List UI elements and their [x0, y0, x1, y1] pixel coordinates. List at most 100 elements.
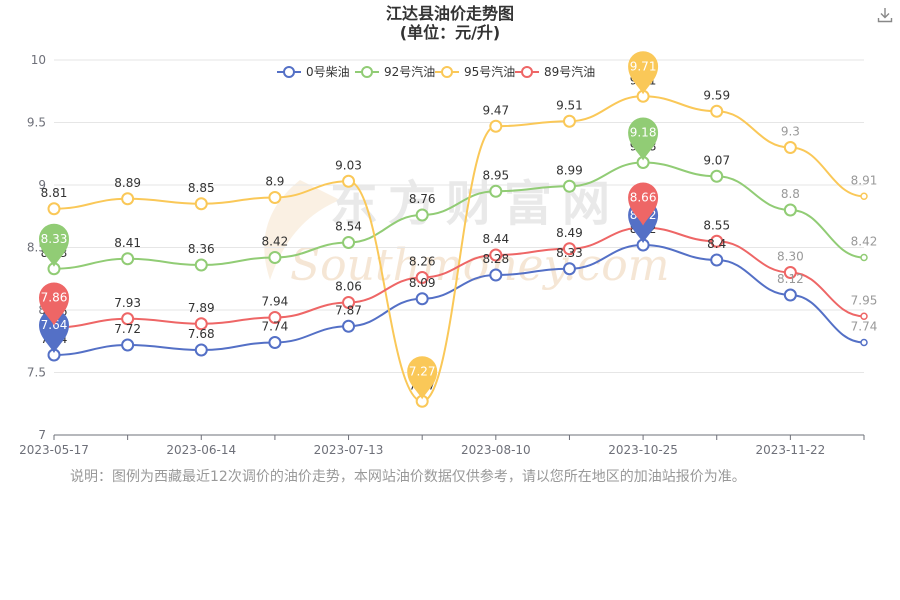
data-label: 8.36	[188, 242, 215, 256]
data-point	[342, 296, 356, 309]
data-point	[489, 184, 503, 198]
legend-label: 0号柴油	[306, 65, 350, 79]
data-label: 7.74	[262, 320, 289, 334]
min-marker-label: 8.33	[41, 232, 68, 246]
data-point	[342, 174, 356, 188]
data-label: 8.76	[409, 192, 436, 206]
data-label: 7.87	[335, 303, 362, 317]
data-point	[783, 141, 797, 154]
data-point	[710, 169, 724, 183]
data-label: 7.93	[114, 296, 141, 310]
data-label: 8.33	[556, 246, 583, 260]
x-tick-label: 2023-10-25	[608, 443, 678, 457]
data-label: 8.09	[409, 276, 436, 290]
max-marker-label: 8.66	[630, 191, 657, 205]
data-point	[710, 104, 724, 118]
data-point	[783, 288, 797, 302]
data-label: 8.8	[781, 187, 800, 201]
data-point	[783, 266, 797, 279]
data-point	[562, 262, 576, 276]
data-point	[121, 338, 135, 352]
data-point	[342, 236, 356, 249]
y-tick-label: 7	[38, 428, 46, 442]
x-tick-label: 2023-07-13	[314, 443, 384, 457]
legend-item-2[interactable]: 95号汽油	[435, 64, 515, 79]
legend-item-0[interactable]: 0号柴油	[277, 65, 350, 79]
data-label: 8.42	[262, 235, 289, 249]
legend-item-1[interactable]: 92号汽油	[355, 64, 435, 79]
data-label: 7.94	[262, 295, 289, 309]
data-label: 9.59	[703, 88, 730, 102]
data-point	[860, 338, 868, 347]
min-marker: 7.27	[407, 356, 438, 400]
data-point	[860, 253, 868, 262]
max-marker: 9.18	[628, 117, 659, 161]
data-label: 8.91	[851, 173, 878, 187]
data-label: 8.26	[409, 255, 436, 269]
data-point	[415, 271, 429, 284]
footnote: 说明：图例为西藏最近12次调价的油价走势，本网站油价数据仅供参考，请以您所在地区…	[70, 469, 746, 485]
data-point	[121, 192, 135, 206]
data-point	[710, 234, 724, 248]
data-point	[342, 319, 356, 333]
data-point	[121, 252, 135, 266]
data-point	[268, 336, 282, 349]
data-point	[268, 311, 282, 324]
x-tick-label: 2023-11-22	[755, 443, 825, 457]
data-point	[489, 268, 503, 282]
data-label: 8.12	[777, 272, 804, 286]
data-label: 8.49	[556, 226, 583, 240]
min-marker: 8.33	[39, 223, 69, 267]
data-point	[268, 191, 282, 204]
legend-label: 95号汽油	[464, 64, 515, 79]
series-layer	[47, 89, 868, 408]
y-tick-label: 7.5	[27, 366, 46, 380]
label-layer: 7.647.727.687.747.878.098.288.338.528.48…	[41, 73, 878, 392]
data-label: 9.3	[781, 125, 800, 139]
data-point	[194, 343, 208, 357]
data-label: 8.44	[482, 232, 509, 246]
min-marker: 7.64	[39, 310, 69, 353]
data-point	[194, 197, 208, 211]
data-point	[489, 248, 503, 262]
y-tick-label: 9.5	[27, 116, 46, 130]
data-point	[562, 179, 576, 193]
data-label: 7.95	[851, 293, 878, 307]
data-point	[121, 312, 135, 326]
data-label: 9.51	[556, 98, 583, 112]
data-point	[489, 119, 503, 133]
data-label: 8.89	[114, 176, 141, 190]
download-icon[interactable]	[876, 6, 894, 24]
legend[interactable]: 0号柴油 92号汽油 95号汽油 89号汽油	[277, 64, 595, 79]
data-label: 7.74	[851, 320, 878, 334]
data-label: 8.30	[777, 250, 804, 264]
min-marker-label: 7.27	[409, 364, 436, 378]
data-label: 9.07	[703, 153, 730, 167]
data-point	[562, 242, 576, 256]
min-marker-label: 7.86	[41, 291, 68, 305]
x-tick-label: 2023-08-10	[461, 443, 531, 457]
data-point	[860, 312, 868, 320]
y-tick-label: 10	[31, 53, 46, 67]
data-label: 8.54	[335, 220, 362, 234]
data-label: 8.85	[188, 181, 215, 195]
data-point	[194, 317, 208, 331]
data-point	[562, 114, 576, 128]
data-point	[268, 251, 282, 264]
data-label: 9.03	[335, 158, 362, 172]
x-tick-label: 2023-05-17	[19, 443, 89, 457]
y-tick-label: 9	[38, 178, 46, 192]
legend-item-3[interactable]: 89号汽油	[515, 64, 595, 79]
min-marker: 7.86	[39, 282, 69, 326]
max-marker: 8.66	[628, 182, 659, 226]
legend-label: 92号汽油	[384, 64, 435, 79]
data-label: 9.47	[482, 103, 509, 117]
data-label: 8.55	[703, 218, 730, 232]
data-point	[194, 258, 208, 272]
grid-layer	[54, 59, 864, 373]
data-point	[710, 253, 724, 267]
max-marker: 9.71	[628, 51, 659, 95]
data-label: 8.42	[851, 235, 878, 249]
